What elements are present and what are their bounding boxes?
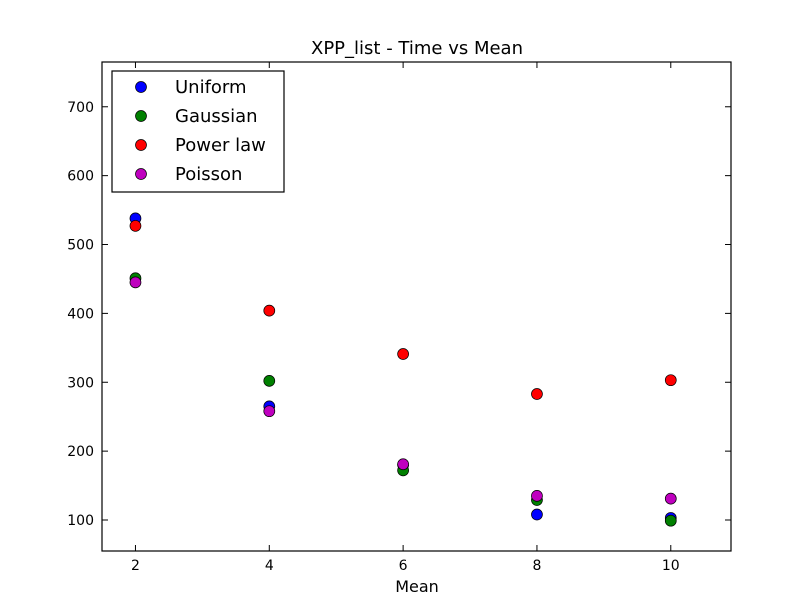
point-power-law bbox=[531, 388, 543, 400]
y-tick-label: 200 bbox=[67, 444, 94, 460]
point-power-law bbox=[664, 374, 677, 387]
x-axis-label: Mean bbox=[395, 577, 439, 596]
y-tick-label: 600 bbox=[67, 169, 94, 185]
y-tick-label: 500 bbox=[67, 238, 94, 254]
y-tick-label: 300 bbox=[67, 375, 94, 391]
point-power-law bbox=[397, 348, 409, 360]
point-power-law bbox=[263, 304, 276, 317]
chart-title: XPP_list - Time vs Mean bbox=[311, 38, 523, 59]
x-tick-label: 10 bbox=[662, 558, 680, 574]
legend-marker-gaussian bbox=[135, 110, 147, 122]
plot-frame bbox=[101, 61, 732, 552]
legend-marker-poisson bbox=[135, 168, 147, 180]
point-poisson bbox=[129, 276, 142, 289]
x-tick-label: 2 bbox=[131, 558, 140, 574]
x-tick-label: 6 bbox=[399, 558, 408, 574]
y-tick-label: 400 bbox=[67, 306, 94, 322]
axis-ticks: 2 4 6 8 10 100 200 300 400 500 600 700 bbox=[67, 62, 731, 574]
point-gaussian bbox=[664, 514, 677, 527]
legend: Uniform Gaussian Power law Poisson bbox=[111, 70, 285, 193]
y-tick-label: 100 bbox=[67, 513, 94, 529]
legend-label-gaussian: Gaussian bbox=[175, 106, 258, 127]
point-power-law bbox=[129, 220, 142, 232]
legend-marker-power-law bbox=[135, 139, 147, 151]
legend-label-power-law: Power law bbox=[175, 135, 266, 156]
point-poisson bbox=[263, 405, 276, 418]
point-gaussian bbox=[263, 375, 276, 387]
point-poisson bbox=[397, 458, 409, 471]
x-tick-label: 4 bbox=[265, 558, 274, 574]
legend-label-poisson: Poisson bbox=[175, 164, 242, 185]
legend-label-uniform: Uniform bbox=[175, 77, 247, 98]
point-poisson bbox=[531, 490, 543, 502]
y-tick-label: 700 bbox=[67, 100, 94, 116]
point-uniform bbox=[531, 508, 543, 521]
legend-marker-uniform bbox=[135, 81, 147, 93]
data-points bbox=[129, 212, 677, 527]
x-tick-label: 8 bbox=[532, 558, 541, 574]
point-poisson bbox=[664, 492, 677, 505]
